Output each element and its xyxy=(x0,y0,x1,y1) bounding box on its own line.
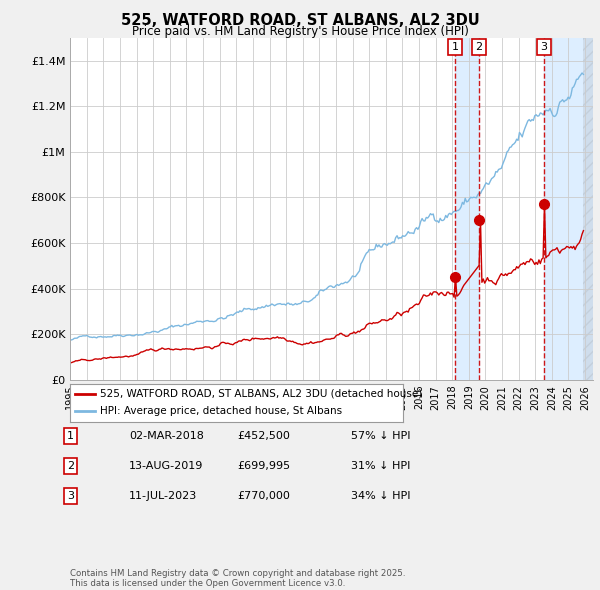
Text: 02-MAR-2018: 02-MAR-2018 xyxy=(129,431,204,441)
Text: 3: 3 xyxy=(67,491,74,501)
Text: 13-AUG-2019: 13-AUG-2019 xyxy=(129,461,203,471)
Text: 34% ↓ HPI: 34% ↓ HPI xyxy=(351,491,410,501)
Text: 525, WATFORD ROAD, ST ALBANS, AL2 3DU: 525, WATFORD ROAD, ST ALBANS, AL2 3DU xyxy=(121,13,479,28)
Text: 11-JUL-2023: 11-JUL-2023 xyxy=(129,491,197,501)
Text: 1: 1 xyxy=(452,42,458,52)
Text: 2: 2 xyxy=(67,461,74,471)
Text: HPI: Average price, detached house, St Albans: HPI: Average price, detached house, St A… xyxy=(100,407,342,417)
Text: 57% ↓ HPI: 57% ↓ HPI xyxy=(351,431,410,441)
Text: 1: 1 xyxy=(67,431,74,441)
Bar xyxy=(583,38,593,380)
Text: £699,995: £699,995 xyxy=(237,461,290,471)
Bar xyxy=(455,38,479,380)
Text: 3: 3 xyxy=(541,42,548,52)
Bar xyxy=(544,38,593,380)
Text: £452,500: £452,500 xyxy=(237,431,290,441)
Text: 31% ↓ HPI: 31% ↓ HPI xyxy=(351,461,410,471)
Text: Price paid vs. HM Land Registry's House Price Index (HPI): Price paid vs. HM Land Registry's House … xyxy=(131,25,469,38)
Text: 2: 2 xyxy=(476,42,482,52)
Text: £770,000: £770,000 xyxy=(237,491,290,501)
Text: Contains HM Land Registry data © Crown copyright and database right 2025.
This d: Contains HM Land Registry data © Crown c… xyxy=(70,569,406,588)
Text: 525, WATFORD ROAD, ST ALBANS, AL2 3DU (detached house): 525, WATFORD ROAD, ST ALBANS, AL2 3DU (d… xyxy=(100,389,422,399)
